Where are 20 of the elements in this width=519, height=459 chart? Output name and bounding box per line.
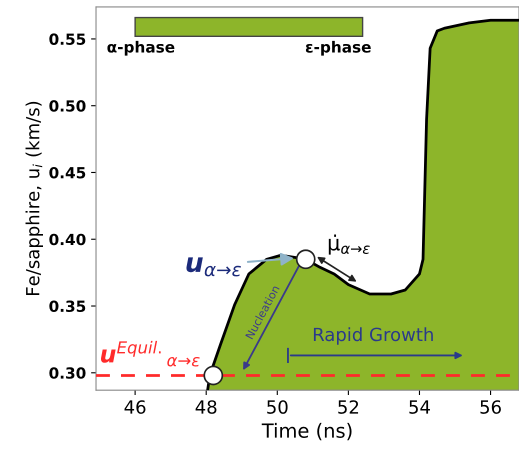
x-tick-label: 46 bbox=[124, 400, 146, 414]
x-tick-label: 50 bbox=[267, 400, 288, 414]
x-tick-label: 52 bbox=[338, 400, 358, 414]
y-tick-label: 0.35 bbox=[49, 300, 86, 312]
y-tick-label: 0.30 bbox=[49, 367, 86, 379]
annotation: ε-phase bbox=[306, 40, 371, 56]
x-tick-label: 48 bbox=[196, 400, 216, 414]
y-tick-label: 0.50 bbox=[49, 100, 86, 112]
x-axis-title: Time (ns) bbox=[262, 422, 352, 440]
annotation: Rapid Growth bbox=[314, 327, 433, 345]
y-axis-title: Fe/sapphire, u$_{i}$ (km/s) bbox=[26, 102, 44, 295]
ref-line-label: u$^{Equil.}$$_{α→ε}$ bbox=[100, 340, 200, 367]
annotation: α-phase bbox=[107, 40, 174, 56]
y-tick-label: 0.55 bbox=[49, 33, 86, 45]
x-tick-label: 56 bbox=[480, 400, 501, 414]
y-tick-label: 0.40 bbox=[49, 234, 86, 246]
y-tick-label: 0.45 bbox=[49, 166, 86, 178]
x-tick-label: 54 bbox=[409, 400, 430, 414]
annotation: u$_{α→ε}$ bbox=[186, 257, 241, 276]
annotation: μ̇$_{α→ε}$ bbox=[328, 234, 370, 255]
